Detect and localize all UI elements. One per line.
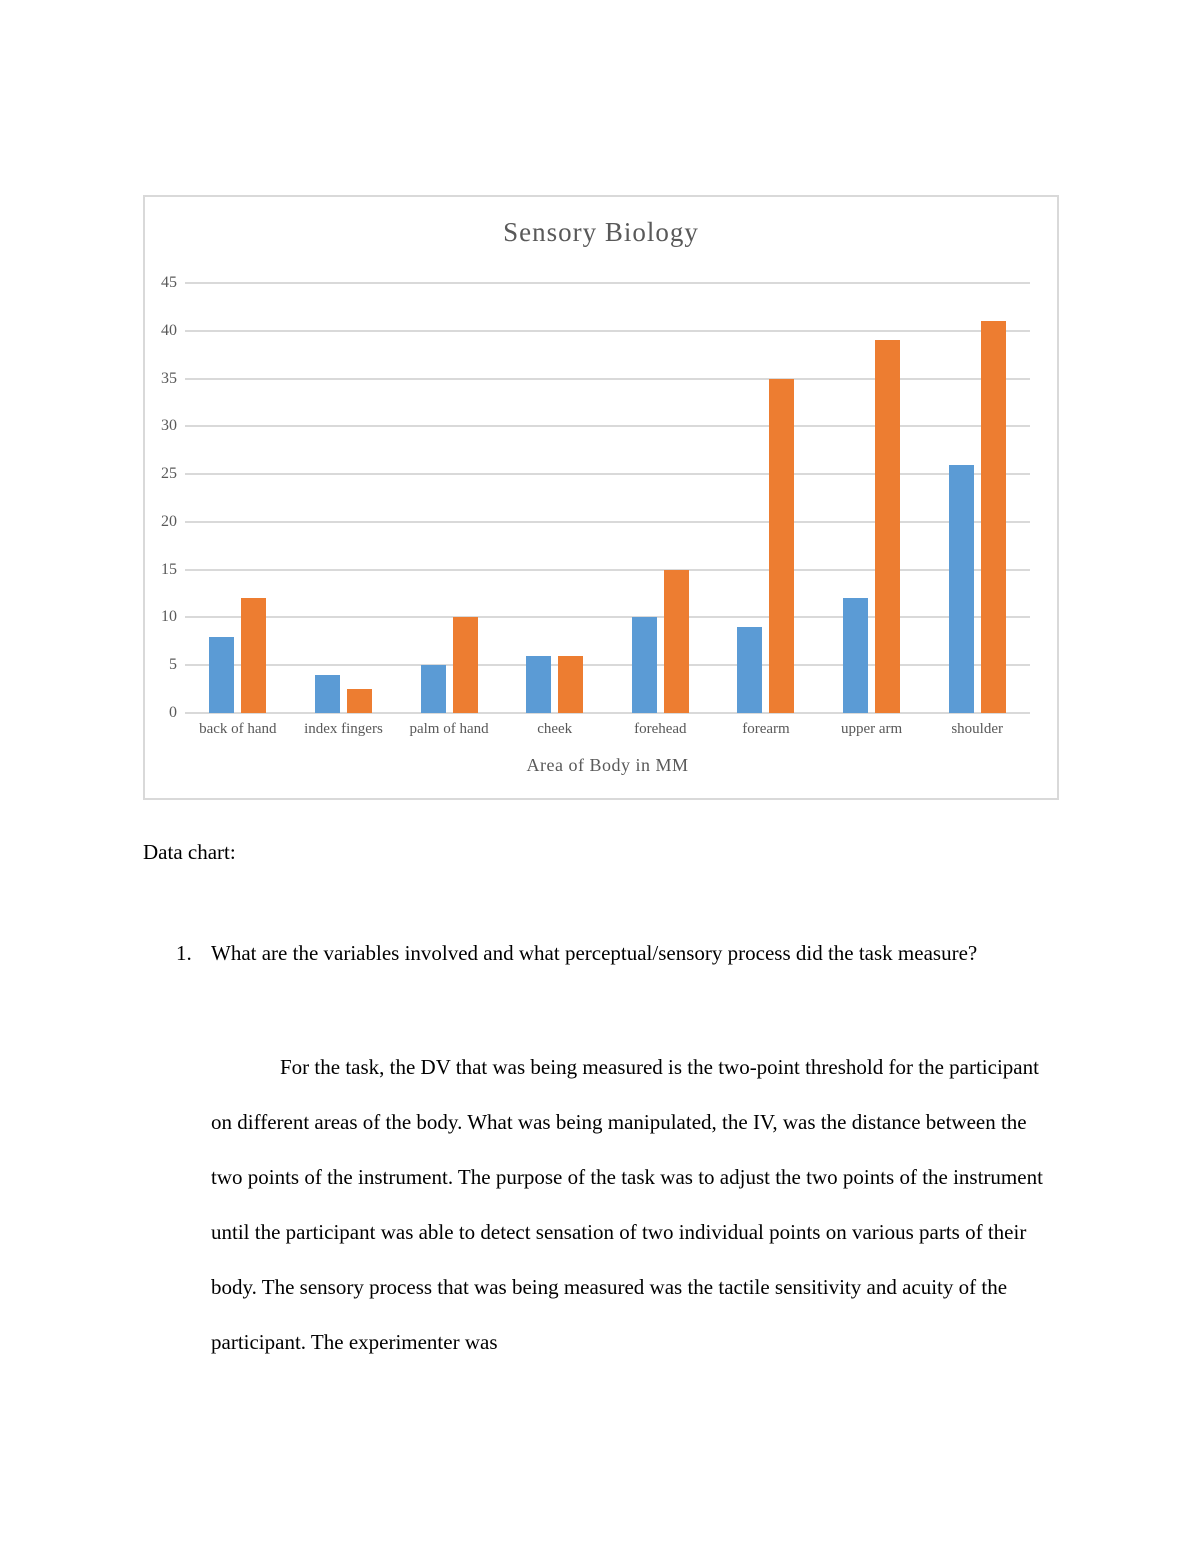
x-axis-title: Area of Body in MM [526,755,689,775]
bar-group-index-fingers [291,283,397,713]
y-axis-labels: 0 5 10 15 20 25 30 35 40 45 [145,274,177,721]
gridline-0 [185,712,1030,714]
gridline-15 [185,568,1030,571]
bar-s1-upper-arm [843,598,869,713]
bar-group-upper-arm [819,283,925,713]
bar-s1-index-fingers [314,674,340,713]
bar-group-forehead [608,283,714,713]
bar-s2-upper-arm [875,340,901,713]
bar-group-back-of-hand [185,283,291,713]
bar-groups [185,283,1030,713]
bar-s1-back-of-hand [209,636,235,713]
y-tick-label: 0 [169,704,177,721]
gridline-45 [185,282,1030,284]
question-number: 1. [176,941,192,965]
bar-s2-palm-of-hand [452,617,478,713]
bar-group-shoulder [924,283,1030,713]
gridline-10 [185,616,1030,619]
x-tick-label: shoulder [951,721,1004,737]
x-tick-label: upper arm [840,721,903,737]
chart-title: Sensory Biology [503,217,699,247]
x-tick-label: index fingers [304,721,383,737]
x-tick-label: cheek [537,721,573,737]
y-tick-label: 25 [161,465,177,483]
gridline-40 [185,329,1030,332]
y-tick-label: 40 [161,321,177,339]
x-tick-label: back of hand [199,721,277,737]
chart: Sensory Biology 0 5 10 15 20 25 30 35 40 45 back … [143,195,1059,800]
x-tick-label: palm of hand [409,721,489,737]
bar-group-forearm [713,283,819,713]
answer-paragraph: For the task, the DV that was being meas… [211,1055,1043,1354]
bar-s1-shoulder [948,464,974,713]
bar-s1-forehead [631,617,657,713]
x-tick-label: forearm [742,721,790,737]
bar-s1-palm-of-hand [420,665,446,713]
y-tick-label: 10 [161,608,177,626]
y-tick-label: 15 [161,560,177,578]
gridline-35 [185,377,1030,380]
y-tick-label: 20 [161,512,177,530]
question-text: What are the variables involved and what… [211,941,978,965]
bar-s1-cheek [526,655,552,713]
bar-s1-forearm [737,627,763,713]
gridline-20 [185,520,1030,523]
question-item: 1. What are the variables involved and w… [176,926,986,981]
bar-s2-cheek [558,655,584,713]
bar-s2-shoulder [980,321,1006,713]
bar-group-palm-of-hand [396,283,502,713]
y-tick-label: 30 [161,417,177,435]
bar-s2-index-fingers [346,689,372,713]
y-tick-label: 35 [161,369,177,387]
bar-s2-forearm [769,378,795,713]
bar-group-cheek [502,283,608,713]
x-axis-labels: back of hand index fingers palm of hand che… [185,721,1030,738]
plot-area [185,282,1030,714]
gridline-30 [185,425,1030,428]
y-tick-label: 45 [161,274,177,291]
y-tick-label: 5 [169,656,177,674]
gridline-5 [185,664,1030,667]
bar-s2-forehead [663,569,689,713]
data-chart-label: Data chart: [143,840,236,864]
bar-s2-back-of-hand [241,598,267,713]
gridline-25 [185,473,1030,476]
x-tick-label: forehead [634,721,687,737]
